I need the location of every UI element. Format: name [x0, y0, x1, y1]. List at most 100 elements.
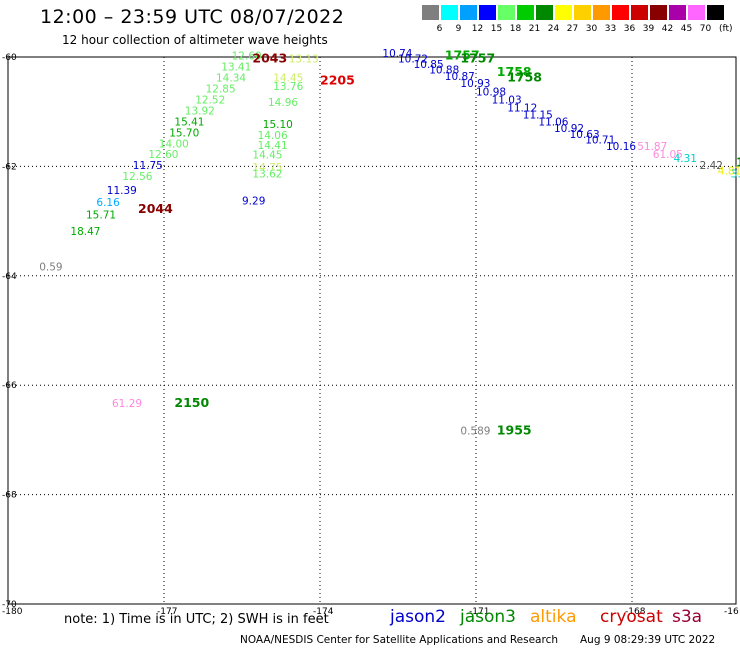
wave-height-label: 6.16 [96, 197, 120, 209]
pass-time-label: 2150 [174, 395, 209, 410]
wave-height-label: 13.76 [273, 81, 303, 93]
wave-height-label: 9.29 [242, 196, 265, 208]
wave-height-label: 15.70 [169, 127, 199, 139]
legend-swatch [479, 5, 496, 20]
wave-height-label: 15.41 [174, 116, 204, 128]
wave-height-label: 10.85 [414, 59, 444, 71]
wave-height-label: 11.39 [107, 185, 137, 197]
legend-label: 24 [547, 24, 560, 34]
wave-height-label: 3.80 [731, 168, 740, 180]
lat-tick-label: -66 [2, 381, 17, 391]
satellite-label: jason2 [390, 607, 446, 627]
wave-height-label: 18.47 [70, 226, 100, 238]
lon-tick-label: -180 [2, 607, 23, 617]
wave-height-label: 11.75 [133, 160, 163, 172]
wave-height-label: 12.52 [195, 94, 225, 106]
wave-height-label: 0.59 [39, 261, 62, 273]
page-subtitle: 12 hour collection of altimeter wave hei… [62, 33, 328, 47]
wave-height-label: 13.13 [289, 53, 319, 65]
pass-time-label: 1757 [445, 48, 480, 63]
lat-tick-label: -64 [2, 272, 17, 282]
wave-height-label: 12.85 [206, 84, 236, 96]
pass-time-labels: 2043204422051757175717581758175917592150… [138, 48, 740, 438]
lon-tick-label: -171 [469, 607, 489, 617]
legend-swatch [650, 5, 667, 20]
legend-swatch [707, 5, 724, 20]
wave-height-label: 61.29 [112, 398, 142, 410]
wave-height-label: 51.87 [637, 141, 667, 153]
satellite-label: altika [530, 607, 577, 627]
legend-label: 70 [699, 24, 712, 34]
legend-label: 27 [566, 24, 579, 34]
map-frame [7, 56, 737, 605]
wave-height-labels: 12.6013.4114.3412.8512.5213.9215.4115.70… [39, 48, 740, 437]
satellite-label: s3a [672, 607, 703, 627]
pass-time-label: 2043 [252, 50, 287, 65]
wave-height-label: 11.12 [507, 103, 537, 115]
legend-swatch [498, 5, 515, 20]
wave-height-label: 4.81 [718, 166, 740, 178]
legend-unit: (ft) [719, 24, 733, 34]
wave-height-label: 10.74 [382, 48, 412, 60]
pass-time-label: 1757 [460, 50, 495, 65]
axis-ticks: -60 -62 -64 -66 -68 -70-180 -177 -174 -171 -168 -1… [2, 53, 739, 617]
legend-swatch [688, 5, 705, 20]
pass-time-label: 2205 [320, 72, 355, 87]
wave-height-label: 15.71 [86, 209, 116, 221]
wave-height-label: 12.56 [122, 171, 152, 183]
wave-height-label: 15.10 [263, 119, 293, 131]
wave-height-label: 13.62 [252, 168, 282, 180]
legend-swatch [441, 5, 458, 20]
legend-label: 45 [680, 24, 693, 34]
pass-time-label: 1758 [497, 64, 532, 79]
map-gridlines [8, 57, 736, 604]
legend-label: 30 [585, 24, 598, 34]
wave-height-label: 14.06 [258, 130, 288, 142]
map-border [7, 56, 737, 605]
legend-label: 36 [623, 24, 636, 34]
wave-height-label: 10.98 [476, 86, 506, 98]
wave-height-label: 11.06 [538, 116, 568, 128]
wave-height-label: 13.92 [185, 105, 215, 117]
wave-height-label: 14.96 [268, 97, 298, 109]
wave-height-label: 2.42 [700, 160, 723, 172]
wave-height-label: 12.60 [232, 51, 262, 63]
legend-swatch [574, 5, 591, 20]
legend-label: 15 [490, 24, 503, 34]
wave-height-label: 14.45 [273, 73, 303, 85]
wave-height-label: 10.87 [445, 71, 475, 83]
pass-time-label: 1955 [497, 422, 532, 437]
wave-height-label: 14.00 [159, 138, 189, 150]
legend-swatch [631, 5, 648, 20]
legend-label: 12 [471, 24, 484, 34]
legend-label: 9 [455, 24, 462, 34]
legend-label: 6 [436, 24, 443, 34]
wave-height-label: 11.03 [492, 94, 522, 106]
wave-height-label: 61.05 [653, 149, 683, 161]
wave-height-label: 12.60 [148, 149, 178, 161]
wave-height-label: 14.45 [252, 150, 282, 162]
wave-height-label: 14.34 [216, 73, 246, 85]
lat-tick-label: -70 [2, 600, 17, 610]
wave-height-label: 14.41 [258, 140, 288, 152]
legend-label: 21 [528, 24, 541, 34]
lat-tick-label: -60 [2, 53, 17, 63]
lon-tick-label: -174 [313, 607, 334, 617]
legend-swatch [536, 5, 553, 20]
lat-tick-label: -68 [2, 491, 17, 501]
wave-height-label: 10.93 [460, 78, 490, 90]
legend-swatch [460, 5, 477, 20]
lon-tick-label: -16 [724, 607, 739, 617]
satellite-label: jason3 [460, 607, 516, 627]
legend-swatch [422, 5, 439, 20]
wave-height-label: 14.75 [252, 162, 282, 174]
generated-timestamp: Aug 9 08:29:39 UTC 2022 [580, 634, 716, 646]
legend-label: 42 [661, 24, 674, 34]
legend-swatch [669, 5, 686, 20]
wave-height-label: 11.15 [523, 109, 553, 121]
credit-line: NOAA/NESDIS Center for Satellite Applica… [240, 634, 558, 646]
satellite-label: cryosat [600, 607, 663, 627]
wave-height-label: 0.589 [460, 425, 490, 437]
lat-tick-label: -62 [2, 162, 17, 172]
legend-label: 39 [642, 24, 655, 34]
